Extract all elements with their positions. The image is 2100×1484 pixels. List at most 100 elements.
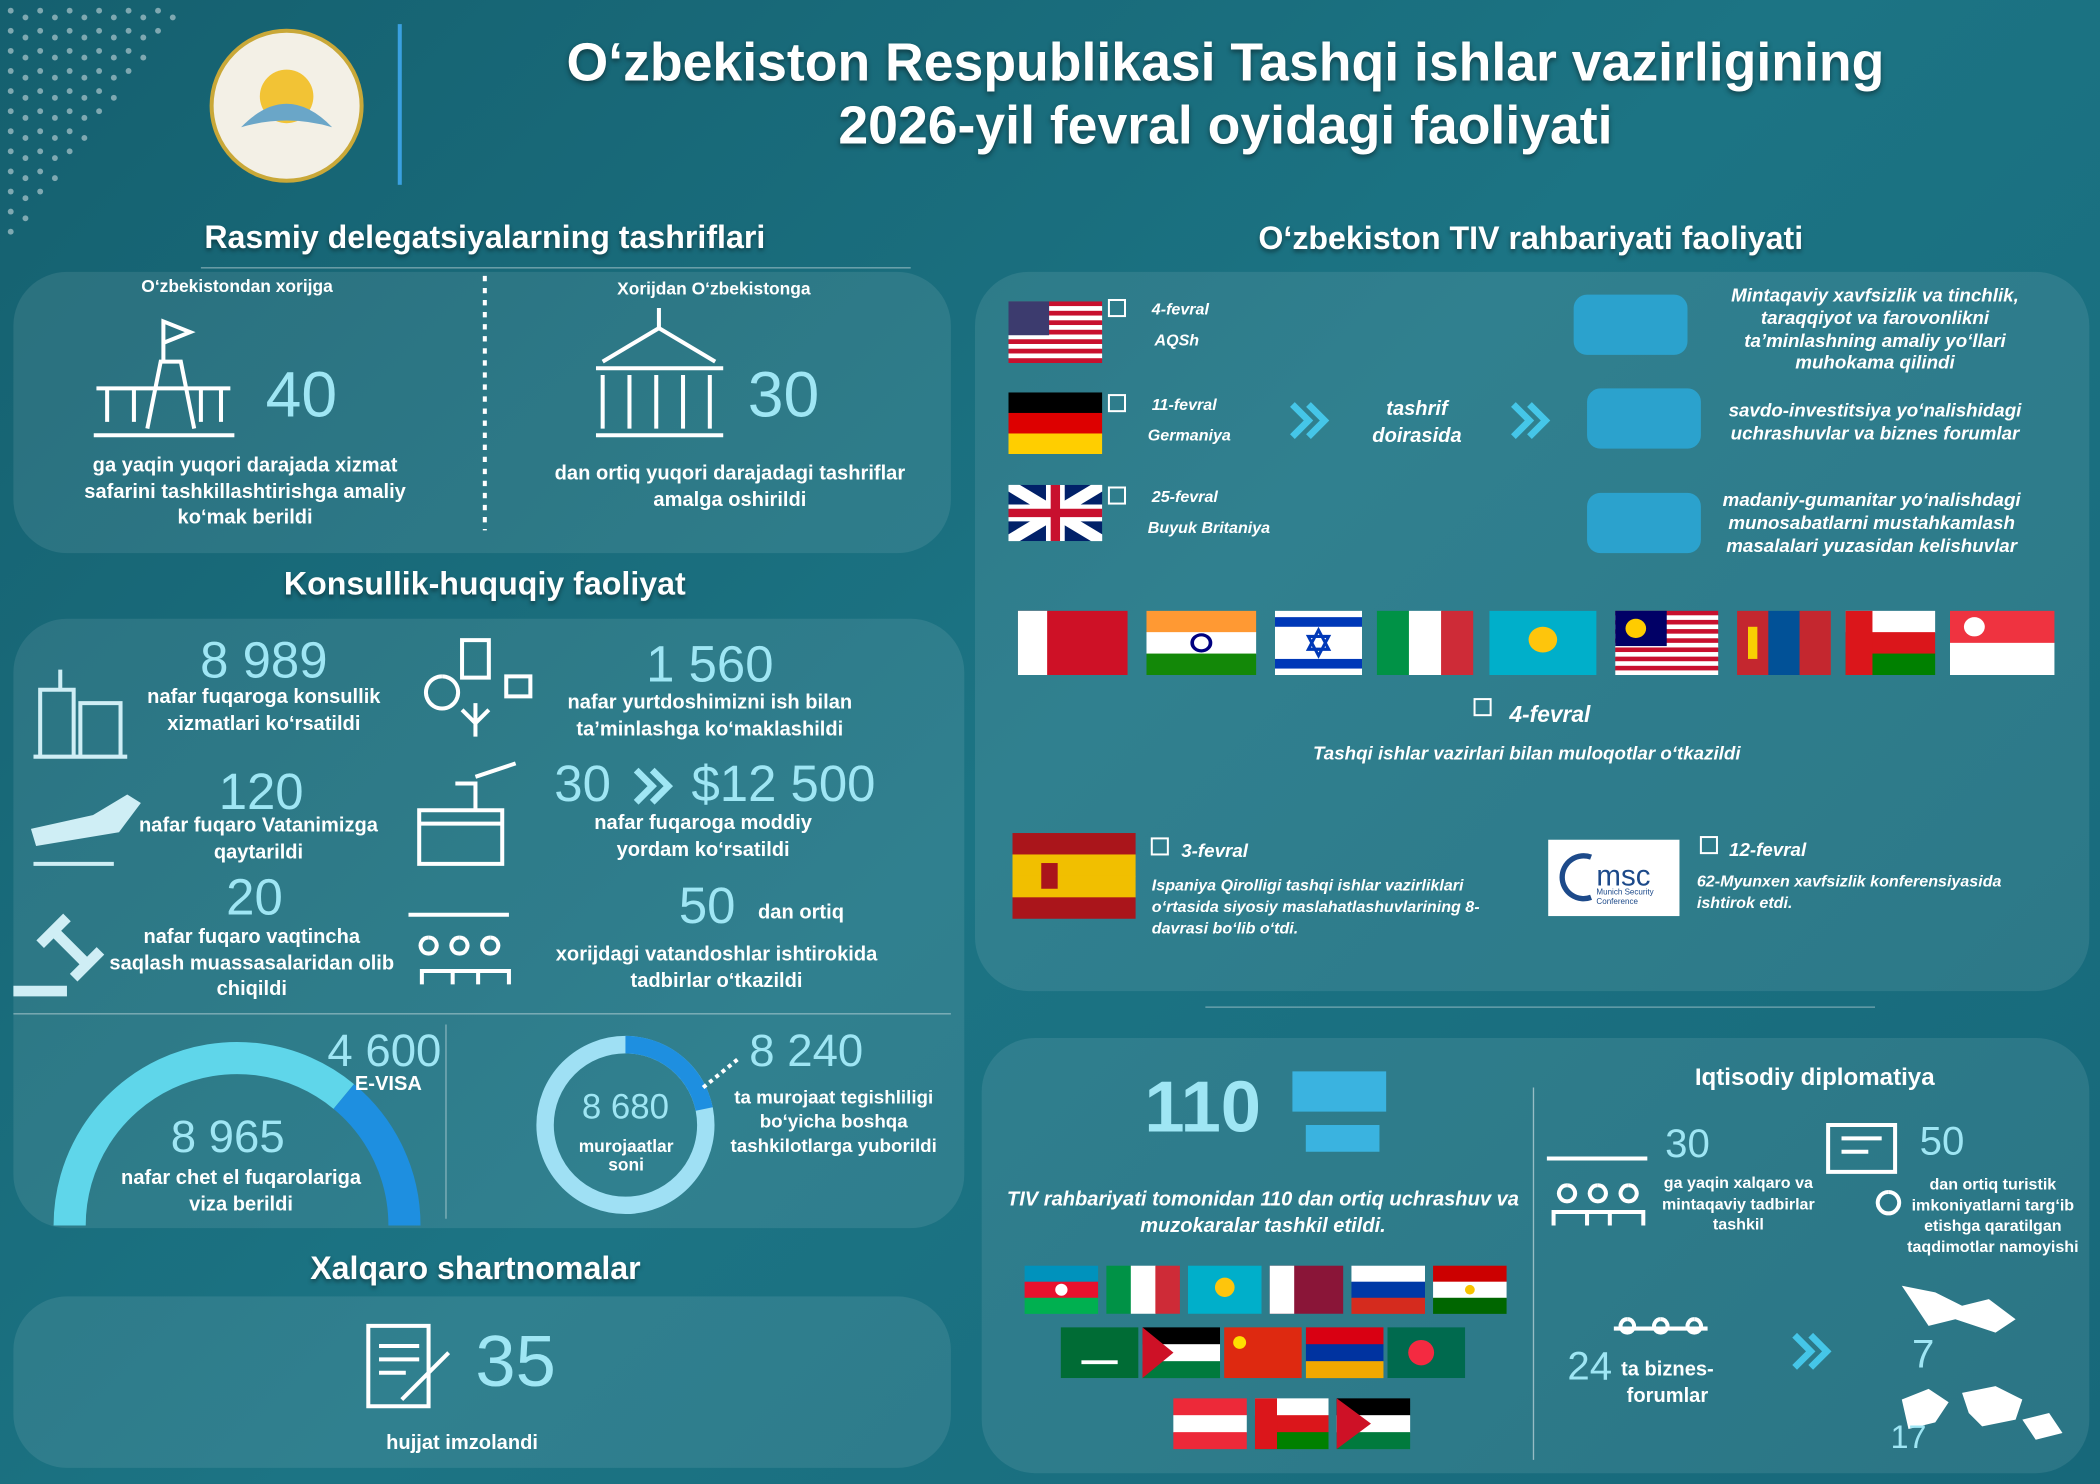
msc-logo-mark <box>1559 853 1592 902</box>
dot <box>81 134 88 141</box>
dot <box>7 228 14 235</box>
panel <box>13 271 951 554</box>
gauge <box>53 1041 354 1226</box>
dot <box>66 7 73 14</box>
flag-part <box>1146 610 1257 633</box>
dot <box>155 7 161 14</box>
flag-part <box>1012 897 1136 919</box>
dot <box>7 148 14 155</box>
flag-part <box>1008 339 1103 345</box>
flag-part <box>1305 1344 1384 1362</box>
dot <box>22 54 29 61</box>
flag <box>1433 1265 1507 1314</box>
flag <box>1336 1398 1411 1450</box>
flag <box>1615 610 1719 675</box>
flag <box>1142 1327 1221 1379</box>
icon-handshake <box>1292 1071 1387 1152</box>
flag-part <box>1012 875 1136 899</box>
flag-part <box>1799 610 1831 675</box>
flag <box>1845 610 1936 675</box>
dot <box>66 148 73 155</box>
date: 4-fevral <box>1509 701 1591 728</box>
dot <box>51 34 58 41</box>
dot <box>125 7 132 14</box>
flag-part <box>1768 610 1801 675</box>
dot <box>96 88 103 95</box>
text: nafar fuqaroga konsullik xizmatlari ko‘r… <box>147 685 381 735</box>
number: 30 <box>747 360 820 432</box>
donut <box>625 1035 713 1112</box>
dot <box>22 215 29 222</box>
flag-part <box>1615 647 1719 653</box>
dot <box>37 88 44 95</box>
flag-part <box>1008 484 1103 542</box>
flag-part <box>1146 632 1257 655</box>
label: Xorijdan O‘zbekistonga <box>617 278 811 299</box>
title-line: O‘zbekiston Respublikasi Tashqi ishlar v… <box>566 33 1885 93</box>
date: 25-fevral <box>1151 487 1218 507</box>
flag <box>1305 1327 1384 1379</box>
text: nafar chet el fuqarolariga viza berildi <box>121 1166 362 1216</box>
chevron <box>633 767 674 805</box>
number: 8 680 <box>581 1086 670 1127</box>
flag-part <box>1336 1398 1411 1416</box>
date: 3-fevral <box>1181 839 1248 862</box>
icon-meeting <box>1587 492 1701 554</box>
dot <box>51 94 58 101</box>
flag <box>1106 1265 1180 1314</box>
flag-part <box>1274 617 1363 627</box>
flag-part <box>1173 1415 1247 1433</box>
flag-part <box>1963 617 1985 637</box>
dot <box>96 7 103 14</box>
dot <box>96 27 103 34</box>
topic: savdo-investitsiya yo‘nalishidagi uchras… <box>1728 399 2022 444</box>
date: 12-fevral <box>1729 838 1807 860</box>
icon-building <box>93 318 235 438</box>
text: ga yaqin xalqaro va mintaqaviy tadbirlar… <box>1662 1173 1815 1234</box>
flag-part <box>1351 1265 1425 1283</box>
flag-part <box>1408 1339 1435 1366</box>
dot <box>7 27 14 34</box>
dot <box>51 54 58 61</box>
icon-network <box>423 638 533 737</box>
dot <box>7 128 14 135</box>
section-title: Konsullik-huquqiy faoliyat <box>283 566 686 603</box>
number: 35 <box>475 1321 556 1403</box>
flag-part <box>1142 1327 1174 1379</box>
flag-part <box>1017 610 1048 675</box>
flag-part <box>1008 392 1103 414</box>
dot <box>125 47 132 54</box>
flag-part <box>1008 412 1103 435</box>
flag-part <box>1008 353 1103 359</box>
flag <box>1949 610 2055 675</box>
flag-part <box>1130 1265 1156 1314</box>
flag-part <box>1615 633 1719 639</box>
flag-part <box>1233 1336 1247 1349</box>
dot <box>51 74 58 81</box>
flag-part <box>1008 301 1103 307</box>
dot <box>7 168 14 175</box>
label: murojaatlar soni <box>578 1135 674 1175</box>
flag <box>1024 1265 1099 1314</box>
icon-calendar <box>1107 486 1127 505</box>
text: TIV rahbariyati tomonidan 110 dan ortiq … <box>1006 1187 1519 1237</box>
icon-calendar <box>1107 298 1127 318</box>
dot <box>37 7 44 14</box>
flag-part <box>1008 320 1103 326</box>
dot <box>7 188 14 195</box>
number: 30 <box>554 756 611 813</box>
icon-calendar <box>1107 394 1127 413</box>
dot <box>110 94 117 101</box>
dot <box>125 27 132 34</box>
text: ta biznes-forumlar <box>1621 1358 1714 1407</box>
flag-part <box>1190 633 1213 653</box>
number: 8 240 <box>749 1025 864 1077</box>
topic: Mintaqaviy xavfsizlik va tinchlik, taraq… <box>1731 283 2019 373</box>
title: O‘zbekiston Respublikasi Tashqi ishlar v… <box>442 32 2009 157</box>
number: 20 <box>226 870 283 927</box>
dot <box>110 74 117 81</box>
flag-part <box>1615 619 1719 626</box>
chevron <box>1511 402 1551 439</box>
flag-part <box>1433 1297 1507 1314</box>
flag-part <box>1008 343 1103 350</box>
